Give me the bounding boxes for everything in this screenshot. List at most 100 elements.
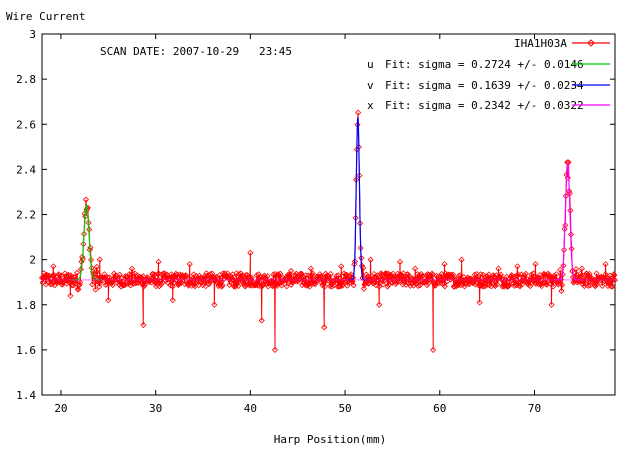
y-tick-label: 3 <box>29 28 36 41</box>
data-point <box>592 280 599 287</box>
data-point <box>96 256 103 263</box>
data-point <box>550 283 557 290</box>
data-point <box>190 271 197 278</box>
data-point <box>170 279 178 286</box>
data-point <box>186 261 193 268</box>
data-line <box>41 112 616 350</box>
data-point <box>457 272 464 279</box>
data-point <box>279 278 286 285</box>
data-point <box>603 275 610 282</box>
data-point <box>397 271 404 278</box>
data-point <box>293 270 300 277</box>
data-point <box>155 258 162 265</box>
data-point <box>63 273 70 280</box>
data-point <box>494 281 501 288</box>
data-point <box>82 196 90 203</box>
data-point <box>454 280 461 287</box>
x-tick-label: 20 <box>54 402 67 415</box>
data-point <box>116 271 123 278</box>
data-point <box>245 280 252 287</box>
data-point <box>269 283 276 290</box>
data-point <box>258 317 265 324</box>
data-point <box>244 271 251 279</box>
data-point <box>188 276 195 284</box>
data-point <box>514 263 521 270</box>
data-point <box>473 270 480 278</box>
data-point <box>458 256 465 263</box>
data-point <box>309 270 316 277</box>
data-point <box>498 276 505 283</box>
data-point <box>66 276 74 283</box>
data-point <box>333 272 340 280</box>
data-point <box>557 276 564 283</box>
data-point <box>277 270 284 277</box>
legend-label: Fit: sigma = 0.2342 +/- 0.0322 <box>385 99 584 112</box>
data-point <box>318 273 325 280</box>
data-point <box>110 276 117 283</box>
data-point <box>77 279 84 286</box>
data-point <box>599 282 606 289</box>
y-tick-label: 1.6 <box>16 344 36 357</box>
data-point <box>410 282 417 289</box>
data-point <box>529 280 536 287</box>
data-point <box>608 283 615 290</box>
data-point <box>602 261 609 268</box>
data-point <box>203 270 210 277</box>
data-point <box>101 271 108 278</box>
data-point <box>199 282 206 289</box>
data-point <box>528 271 535 278</box>
data-point <box>376 283 383 290</box>
data-point <box>480 283 487 290</box>
data-point <box>396 258 404 265</box>
data-point <box>105 297 112 304</box>
data-point <box>254 282 261 289</box>
data-point <box>429 271 436 278</box>
data-point <box>490 273 497 280</box>
y-tick-label: 2 <box>29 254 36 267</box>
data-point <box>497 271 504 278</box>
data-point <box>102 281 109 289</box>
data-point <box>247 249 254 256</box>
y-tick-label: 1.4 <box>16 389 36 402</box>
data-point <box>387 271 394 278</box>
data-point <box>582 280 589 287</box>
data-point <box>341 275 348 282</box>
y-tick-label: 1.8 <box>16 299 36 312</box>
data-point <box>169 283 176 290</box>
legend-key: x <box>367 99 374 112</box>
data-point <box>432 281 439 288</box>
data-point <box>342 271 349 278</box>
data-point <box>370 280 377 287</box>
data-point <box>262 274 269 281</box>
data-point <box>321 283 329 290</box>
data-point <box>338 263 345 270</box>
data-point <box>423 282 431 289</box>
data-point <box>235 282 242 290</box>
data-point <box>416 282 424 289</box>
data-point <box>132 280 139 287</box>
scan-date-annotation: SCAN DATE: 2007-10-29 23:45 <box>100 45 292 58</box>
data-series <box>38 109 619 353</box>
data-point <box>417 274 424 282</box>
data-point <box>569 268 576 275</box>
legend-key: u <box>367 58 374 71</box>
data-point <box>457 282 464 289</box>
data-point <box>363 271 370 278</box>
data-point <box>372 282 380 289</box>
data-point <box>537 281 545 288</box>
data-point <box>274 280 281 287</box>
data-point <box>594 281 601 288</box>
data-point <box>47 281 54 288</box>
y-tick-label: 2.4 <box>16 163 36 176</box>
x-tick-label: 40 <box>244 402 257 415</box>
data-point <box>492 282 499 290</box>
data-point <box>367 275 374 282</box>
data-point <box>68 282 76 289</box>
data-point <box>183 273 190 280</box>
data-point <box>155 270 162 277</box>
data-point <box>381 277 388 284</box>
data-point <box>522 270 529 277</box>
data-point <box>286 271 293 278</box>
data-point <box>440 277 447 284</box>
